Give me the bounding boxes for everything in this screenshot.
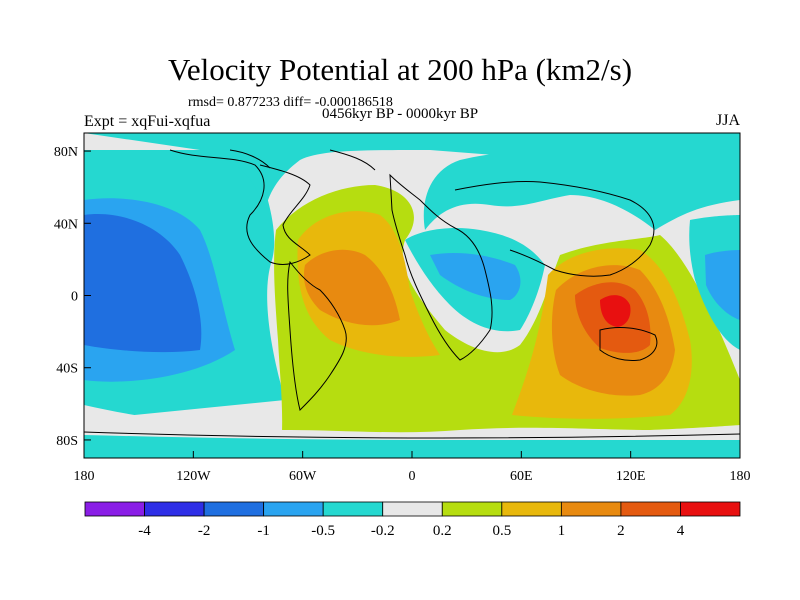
y-tick-label: 80N	[54, 145, 78, 160]
colorbar-swatch	[441, 501, 503, 517]
coastlines	[84, 149, 740, 439]
x-tick-label: 120W	[176, 469, 211, 484]
y-tick-label: 0	[71, 290, 78, 305]
contour-neg-africa-core	[430, 253, 521, 300]
contour-neg-east-pacific-core	[705, 250, 740, 320]
season-label: JJA	[715, 112, 740, 129]
colorbar-label: -2	[198, 523, 211, 539]
contour-neg-arctic	[84, 133, 740, 230]
colorbar-swatch	[620, 501, 681, 517]
colorbar-swatch	[501, 501, 562, 517]
colorbar-swatch	[203, 501, 265, 517]
colorbar-label: 0.5	[492, 523, 511, 539]
x-tick-label: 0	[409, 469, 416, 484]
period-label: 0456kyr BP - 0000kyr BP	[322, 106, 479, 122]
y-tick-label: 40S	[56, 362, 78, 377]
x-tick-label: 120E	[616, 469, 646, 484]
y-tick-label: 40N	[54, 217, 78, 232]
colorbar-label: -0.5	[311, 523, 335, 539]
colorbar-swatch	[322, 501, 384, 517]
contour-neutral-south	[84, 405, 740, 440]
colorbar-label: 1	[558, 523, 566, 539]
contour-fill-layer	[84, 133, 740, 458]
colorbar-label: -1	[257, 523, 270, 539]
colorbar-label: -4	[138, 523, 151, 539]
contour-neg-antarctic	[84, 435, 740, 458]
colorbar-swatch	[680, 501, 741, 517]
colorbar-label: 0.2	[433, 523, 452, 539]
contour-neg-pacific-core	[84, 214, 202, 353]
colorbar-swatch	[382, 501, 443, 517]
colorbar-swatch	[263, 501, 324, 517]
x-tick-label: 180	[730, 469, 751, 484]
contour-pos-maritime-peak	[600, 295, 631, 327]
colorbar: -4 -2 -1 -0.5 -0.2 0.2 0.5 1 2 4	[84, 501, 741, 539]
x-tick-label: 60E	[510, 469, 533, 484]
x-axis: 180 120W 60W 0 60E 120E 180	[74, 451, 751, 484]
stats-line: rmsd= 0.877233 diff= -0.000186518	[188, 95, 393, 110]
x-tick-label: 60W	[289, 469, 317, 484]
map-title: Velocity Potential at 200 hPa (km2/s)	[167, 52, 633, 87]
colorbar-label: -0.2	[371, 523, 395, 539]
y-tick-label: 80S	[56, 434, 78, 449]
colorbar-label: 2	[617, 523, 625, 539]
y-axis: 80N 40N 0 40S 80S	[54, 145, 91, 449]
experiment-label: Expt = xqFui-xqfua	[84, 113, 211, 130]
x-tick-label: 180	[74, 469, 95, 484]
colorbar-label: 4	[677, 523, 685, 539]
colorbar-swatch	[144, 501, 205, 517]
contour-pos-atlantic-core	[303, 249, 400, 326]
colorbar-swatch	[84, 501, 145, 517]
colorbar-swatch	[560, 501, 622, 517]
